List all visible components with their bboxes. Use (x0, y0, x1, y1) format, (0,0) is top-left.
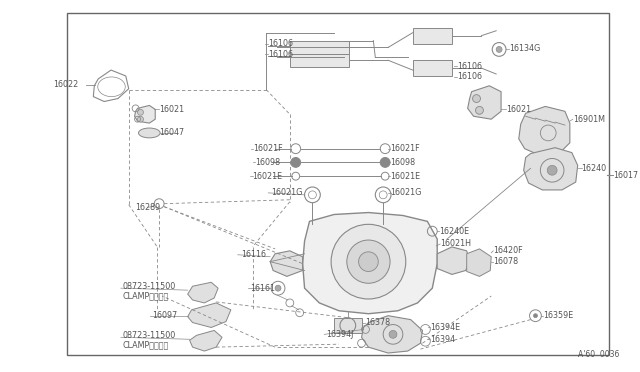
Circle shape (358, 252, 378, 272)
Polygon shape (134, 105, 156, 123)
Text: 16021: 16021 (159, 105, 184, 114)
Text: 16017: 16017 (613, 171, 638, 180)
Text: 16021H: 16021H (440, 240, 471, 248)
Bar (290, 54, 349, 67)
Polygon shape (467, 249, 492, 276)
Text: 16021E: 16021E (390, 171, 420, 181)
Text: 16021G: 16021G (390, 188, 421, 198)
Polygon shape (437, 247, 470, 275)
Circle shape (275, 285, 281, 291)
Text: 16021: 16021 (506, 105, 531, 114)
Bar (334, 318, 362, 333)
Text: 16021F: 16021F (253, 144, 283, 153)
Circle shape (389, 330, 397, 338)
Text: 16134G: 16134G (509, 44, 540, 53)
Text: A'60  0036: A'60 0036 (578, 350, 619, 359)
Text: 16420F: 16420F (493, 246, 523, 255)
Bar (413, 60, 452, 76)
Polygon shape (519, 106, 570, 155)
Polygon shape (303, 212, 437, 314)
Polygon shape (270, 251, 303, 276)
Bar (290, 41, 349, 54)
Text: 16097: 16097 (152, 311, 177, 320)
Text: 16021F: 16021F (390, 144, 420, 153)
Polygon shape (362, 316, 422, 353)
Text: 16106: 16106 (268, 50, 293, 59)
Bar (413, 28, 452, 44)
Circle shape (138, 109, 143, 115)
Text: 16106: 16106 (457, 73, 482, 81)
Polygon shape (188, 303, 231, 327)
Text: 16394J: 16394J (326, 330, 353, 339)
Circle shape (547, 166, 557, 175)
Text: 16240: 16240 (582, 164, 607, 173)
Circle shape (138, 116, 143, 122)
Polygon shape (524, 148, 578, 190)
Text: 16047: 16047 (159, 128, 184, 137)
Circle shape (291, 157, 301, 167)
Circle shape (476, 106, 483, 114)
Text: 16098: 16098 (390, 158, 415, 167)
Ellipse shape (138, 128, 160, 138)
Text: 16022: 16022 (53, 80, 78, 89)
Text: 16116: 16116 (241, 250, 266, 259)
Text: 16021E: 16021E (253, 171, 283, 181)
Text: 16078: 16078 (493, 257, 518, 266)
Polygon shape (468, 86, 501, 119)
Text: 08723-11500: 08723-11500 (123, 331, 176, 340)
Text: 16359E: 16359E (543, 311, 573, 320)
Text: 16098: 16098 (255, 158, 280, 167)
Text: CLAMPクランプ: CLAMPクランプ (123, 341, 169, 350)
Text: 16378: 16378 (365, 318, 390, 327)
Text: 16289: 16289 (136, 203, 161, 212)
Bar (67, 13, 609, 355)
Text: 16021G: 16021G (271, 188, 303, 198)
Text: 16161: 16161 (250, 284, 276, 293)
Polygon shape (188, 282, 218, 303)
Circle shape (347, 240, 390, 283)
Circle shape (380, 157, 390, 167)
Text: 08723-11500: 08723-11500 (123, 282, 176, 291)
Polygon shape (189, 330, 222, 351)
Text: 16106: 16106 (268, 39, 293, 48)
Text: CLAMPクランプ: CLAMPクランプ (123, 292, 169, 301)
Text: 16394: 16394 (430, 335, 456, 344)
Circle shape (331, 224, 406, 299)
Circle shape (472, 94, 481, 103)
Text: 16106: 16106 (457, 62, 482, 71)
Text: 16394E: 16394E (430, 323, 460, 332)
Text: 16901M: 16901M (573, 115, 605, 124)
Circle shape (496, 46, 502, 52)
Text: 16240E: 16240E (439, 227, 469, 236)
Circle shape (534, 314, 538, 318)
